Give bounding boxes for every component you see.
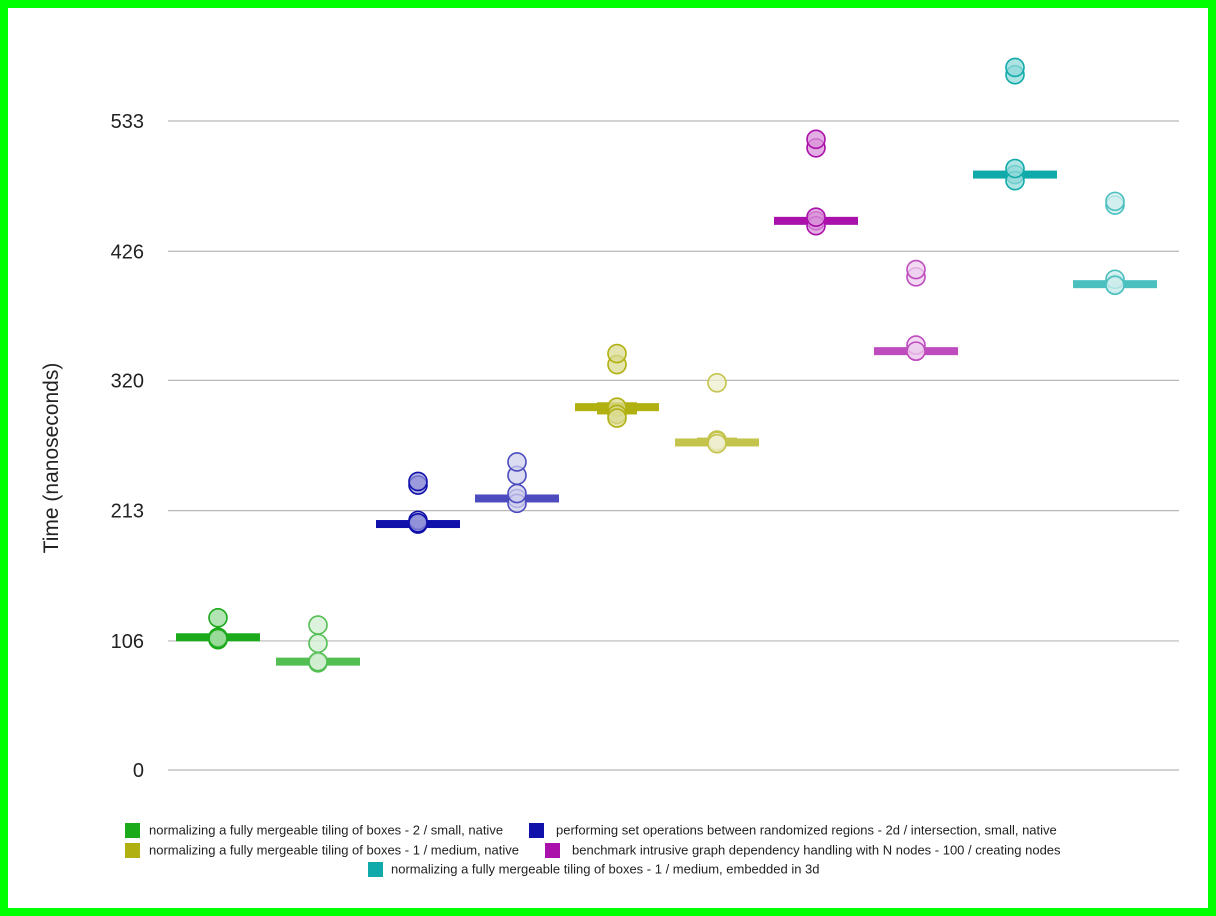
sample-point: [507, 483, 527, 504]
sample-point: [1105, 275, 1125, 296]
sample-point: [806, 207, 826, 227]
sample-point: [906, 341, 926, 361]
group-0: [176, 607, 260, 650]
legend-item: performing set operations between random…: [529, 823, 1057, 838]
group-9: [1073, 191, 1157, 296]
sample-point: [408, 513, 428, 533]
sample-point: [208, 607, 228, 628]
legend-label: normalizing a fully mergeable tiling of …: [391, 862, 820, 877]
sample-point: [208, 628, 228, 649]
group-7: [874, 259, 958, 361]
y-tick-label: 0: [133, 760, 144, 782]
group-3: [475, 452, 559, 514]
sample-point: [1005, 158, 1025, 179]
group-4: [575, 343, 659, 428]
group-6: [774, 129, 858, 236]
y-tick-label: 533: [111, 111, 144, 133]
sample-point: [408, 471, 428, 492]
legend-item: benchmark intrusive graph dependency han…: [545, 843, 1061, 858]
group-1: [276, 615, 360, 673]
sample-point: [308, 633, 328, 654]
legend-swatch: [125, 843, 140, 858]
legend-swatch: [125, 823, 140, 838]
group-2: [376, 471, 460, 534]
sample-point: [308, 651, 328, 672]
sample-point: [607, 343, 627, 364]
data-marks: [176, 57, 1157, 673]
legend: normalizing a fully mergeable tiling of …: [125, 823, 1061, 877]
legend-label: normalizing a fully mergeable tiling of …: [149, 843, 519, 858]
sample-point: [607, 408, 627, 428]
y-tick-label: 320: [111, 370, 144, 392]
sample-point: [507, 452, 527, 472]
sample-point: [1005, 57, 1025, 78]
legend-label: normalizing a fully mergeable tiling of …: [149, 823, 503, 838]
legend-item: normalizing a fully mergeable tiling of …: [368, 862, 820, 877]
group-5: [675, 372, 759, 454]
sample-point: [707, 372, 727, 393]
legend-swatch: [368, 862, 383, 877]
legend-swatch: [545, 843, 560, 858]
sample-point: [806, 129, 826, 150]
y-tick-label: 106: [111, 631, 144, 653]
legend-label: benchmark intrusive graph dependency han…: [572, 843, 1061, 858]
legend-item: normalizing a fully mergeable tiling of …: [125, 843, 519, 858]
y-tick-label: 213: [111, 501, 144, 523]
y-tick-labels: 0 106 213 320 426 533: [111, 111, 144, 782]
sample-point: [906, 259, 926, 280]
legend-label: performing set operations between random…: [556, 823, 1057, 838]
sample-point: [707, 433, 727, 454]
y-tick-label: 426: [111, 241, 144, 263]
legend-item: normalizing a fully mergeable tiling of …: [125, 823, 503, 838]
y-axis-title: Time (nanoseconds): [40, 363, 63, 554]
sample-point: [1105, 191, 1125, 212]
legend-swatch: [529, 823, 544, 838]
group-8: [973, 57, 1057, 191]
sample-point: [308, 615, 328, 635]
grid-lines: [168, 120, 1179, 771]
